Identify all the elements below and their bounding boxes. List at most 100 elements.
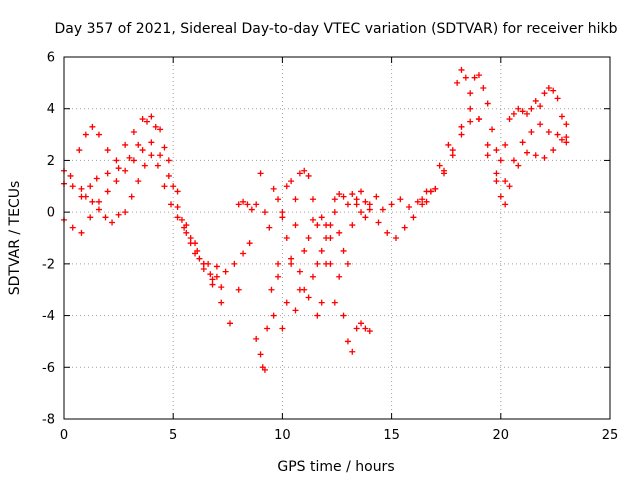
data-point [358, 320, 365, 327]
grid-lines [64, 57, 610, 419]
data-point [519, 108, 526, 115]
y-tick-label: -8 [42, 413, 55, 428]
data-point [93, 175, 100, 182]
data-point [314, 312, 321, 319]
data-point [541, 90, 548, 97]
data-point [388, 201, 395, 208]
data-point [296, 170, 303, 177]
data-point [292, 196, 299, 203]
data-point [279, 214, 286, 221]
data-point [187, 235, 194, 241]
data-point [115, 165, 122, 172]
data-point [497, 193, 504, 200]
data-point [200, 260, 207, 267]
data-point [366, 328, 373, 335]
data-point [336, 229, 343, 236]
data-point [554, 95, 561, 102]
x-tick-label: 5 [169, 428, 177, 443]
data-point [301, 247, 308, 254]
data-point [305, 294, 312, 301]
data-point [209, 281, 216, 288]
data-point [240, 198, 247, 205]
series-satellite-track-I [423, 116, 570, 205]
data-point [344, 201, 351, 208]
data-point [309, 196, 316, 203]
data-point [283, 299, 290, 306]
data-point [502, 201, 509, 208]
data-point [261, 366, 268, 373]
data-point [235, 201, 242, 208]
data-point [174, 214, 181, 221]
data-point [340, 193, 347, 200]
x-tick-label: 15 [383, 428, 400, 443]
data-point [139, 116, 146, 123]
chart-title: Day 357 of 2021, Sidereal Day-to-day VTE… [55, 21, 618, 37]
data-point [340, 312, 347, 319]
data-point [161, 144, 168, 151]
data-point [113, 157, 120, 164]
data-point [358, 188, 365, 195]
data-point [78, 185, 85, 192]
data-point [213, 263, 220, 270]
data-point [493, 170, 500, 177]
data-point [270, 185, 277, 192]
data-point [141, 162, 148, 169]
data-point [183, 229, 190, 236]
data-point [467, 118, 474, 125]
y-tick-label: -2 [42, 257, 55, 272]
y-tick-label: 6 [47, 51, 55, 66]
data-point [279, 209, 286, 216]
data-point [174, 203, 181, 210]
data-point [192, 240, 199, 247]
data-point [69, 224, 76, 231]
data-point [181, 224, 188, 231]
data-point [510, 157, 517, 164]
data-point [244, 201, 251, 208]
data-point [392, 235, 399, 241]
data-point [541, 154, 548, 161]
data-point [475, 116, 482, 123]
x-tick-label: 10 [274, 428, 291, 443]
data-point [373, 193, 380, 200]
data-point [115, 211, 122, 218]
data-point [305, 235, 312, 241]
data-point [558, 136, 565, 143]
y-tick-label: -4 [42, 309, 55, 324]
data-point [104, 188, 111, 195]
data-point [327, 235, 334, 241]
data-point [467, 90, 474, 97]
data-point [375, 219, 382, 226]
data-point [331, 209, 338, 216]
data-point [510, 110, 517, 117]
data-point [135, 178, 142, 185]
data-point [253, 335, 260, 342]
data-point [318, 247, 325, 254]
data-point [69, 183, 76, 190]
data-point [366, 201, 373, 208]
data-point [218, 284, 225, 291]
data-point [558, 113, 565, 120]
data-point [279, 325, 286, 332]
y-axis-label: SDTVAR / TECUs [7, 181, 23, 296]
plot-frame [63, 56, 611, 420]
data-point [327, 222, 334, 229]
data-point [563, 134, 570, 141]
data-point [78, 229, 85, 236]
data-point [489, 126, 496, 133]
data-point [235, 286, 242, 293]
data-point [275, 196, 282, 203]
data-point [441, 167, 448, 174]
series-satellite-track-C [61, 139, 225, 291]
data-point [401, 224, 408, 231]
data-point [301, 167, 308, 174]
data-point [336, 273, 343, 280]
data-point [104, 147, 111, 154]
series-satellite-track-F [235, 167, 430, 241]
data-point [384, 229, 391, 236]
data-point [161, 183, 168, 190]
data-point [336, 191, 343, 198]
data-point [178, 216, 185, 223]
data-point [209, 276, 216, 283]
data-point [113, 178, 120, 185]
